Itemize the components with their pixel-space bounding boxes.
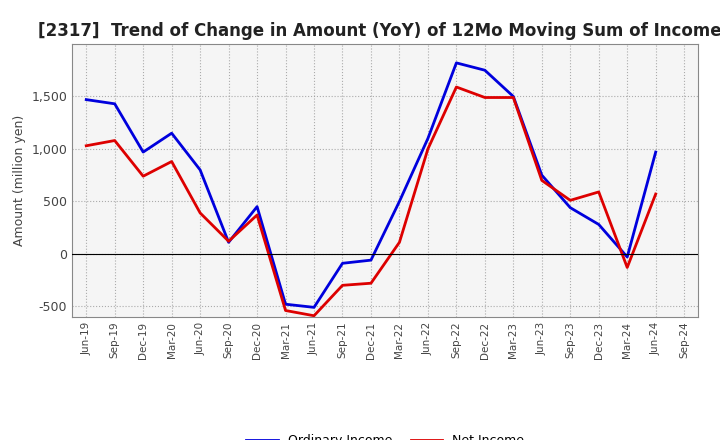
Net Income <box>282 308 290 313</box>
Ordinary Income <box>595 222 603 227</box>
Net Income <box>225 238 233 244</box>
Ordinary Income <box>366 257 375 263</box>
Line: Ordinary Income: Ordinary Income <box>86 63 656 308</box>
Ordinary Income <box>338 260 347 266</box>
Ordinary Income <box>282 301 290 307</box>
Ordinary Income <box>423 136 432 141</box>
Net Income <box>452 84 461 90</box>
Net Income <box>196 210 204 216</box>
Net Income <box>310 313 318 319</box>
Ordinary Income <box>452 60 461 66</box>
Legend: Ordinary Income, Net Income: Ordinary Income, Net Income <box>241 429 529 440</box>
Ordinary Income <box>310 305 318 310</box>
Net Income <box>338 282 347 288</box>
Net Income <box>167 159 176 164</box>
Net Income <box>395 240 404 245</box>
Ordinary Income <box>253 204 261 209</box>
Ordinary Income <box>480 68 489 73</box>
Net Income <box>423 146 432 151</box>
Ordinary Income <box>225 240 233 245</box>
Net Income <box>595 189 603 194</box>
Y-axis label: Amount (million yen): Amount (million yen) <box>13 115 26 246</box>
Ordinary Income <box>509 94 518 99</box>
Title: [2317]  Trend of Change in Amount (YoY) of 12Mo Moving Sum of Incomes: [2317] Trend of Change in Amount (YoY) o… <box>38 22 720 40</box>
Net Income <box>253 213 261 218</box>
Net Income <box>652 191 660 197</box>
Ordinary Income <box>623 254 631 260</box>
Net Income <box>537 178 546 183</box>
Ordinary Income <box>167 131 176 136</box>
Ordinary Income <box>82 97 91 102</box>
Net Income <box>623 265 631 270</box>
Ordinary Income <box>196 167 204 172</box>
Ordinary Income <box>110 101 119 106</box>
Net Income <box>366 281 375 286</box>
Net Income <box>139 173 148 179</box>
Ordinary Income <box>652 150 660 155</box>
Ordinary Income <box>566 205 575 210</box>
Line: Net Income: Net Income <box>86 87 656 316</box>
Ordinary Income <box>537 172 546 178</box>
Net Income <box>509 95 518 100</box>
Ordinary Income <box>139 150 148 155</box>
Net Income <box>110 138 119 143</box>
Ordinary Income <box>395 199 404 204</box>
Net Income <box>566 198 575 203</box>
Net Income <box>82 143 91 148</box>
Net Income <box>480 95 489 100</box>
